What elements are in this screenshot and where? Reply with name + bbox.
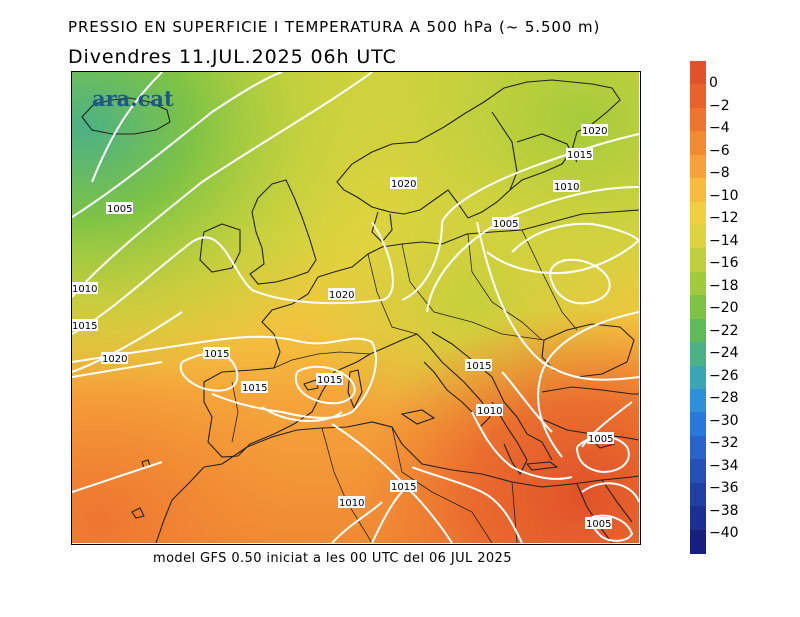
coastlines [81,79,639,543]
scale-label: −18 [709,277,739,294]
scale-label: −24 [709,345,739,361]
scale-swatch [690,318,706,343]
scale-label: −22 [709,322,739,339]
scale-label: −38 [709,502,739,519]
scale-label: −12 [709,210,739,226]
isobar-label: 1020 [582,126,607,137]
isobar-label: 1015 [466,361,491,372]
scale-swatch [690,412,706,437]
scale-swatch [690,225,706,250]
isobar-label: 1005 [107,204,132,215]
scale-label: −26 [709,367,739,384]
scale-swatch [690,84,706,109]
scale-swatch [690,482,706,507]
scale-swatch [690,342,706,367]
map-canvas: 1020 1015 1010 1005 1020 1005 1010 1015 … [72,72,639,543]
scale-swatch [690,178,706,203]
isobar-label: 1015 [72,321,97,332]
scale-swatch [690,131,706,156]
isobar-label: 1020 [102,354,127,365]
scale-label: −28 [709,390,739,406]
scale-swatch [690,506,706,531]
isobar-label: 1010 [554,182,579,193]
isobar-labels: 1020 1015 1010 1005 1020 1005 1010 1015 … [72,124,614,530]
scale-label: −32 [709,435,739,451]
scale-label: −16 [709,255,739,271]
scale-label: −10 [709,187,739,204]
scale-label: −2 [709,97,730,114]
isobar-label: 1015 [242,383,267,394]
scale-swatch [690,154,706,179]
isobar-label: 1015 [204,349,229,360]
scale-swatch [690,389,706,414]
scale-swatch [690,201,706,226]
ara-cat-logo[interactable]: ara.cat [92,86,174,111]
isobar-label: 1015 [391,482,416,493]
scale-swatch [690,459,706,484]
isobar-label: 1005 [588,434,613,445]
isobar-label: 1005 [493,219,518,230]
scale-swatch [690,529,706,554]
map-date: Divendres 11.JUL.2025 06h UTC [68,46,397,68]
temperature-color-scale [690,61,706,554]
scale-label: −6 [709,142,730,159]
scale-swatch [690,107,706,132]
scale-swatch [690,248,706,273]
scale-swatch [690,61,706,86]
isobar-label: 1005 [586,519,611,530]
isobar-label: 1010 [339,498,364,509]
scale-label: −34 [709,457,739,474]
isobar-label: 1020 [391,179,416,190]
scale-label: −4 [709,120,730,136]
isobars [72,72,639,543]
map-title: PRESSIO EN SUPERFICIE I TEMPERATURA A 50… [68,18,601,36]
scale-label: −8 [709,165,730,181]
scale-label: −40 [709,525,739,541]
isobar-label: 1015 [317,375,342,386]
isobar-label: 1015 [567,150,592,161]
scale-label: 0 [709,75,718,91]
isobar-label: 1020 [329,290,354,301]
scale-label: −36 [709,480,739,496]
scale-swatch [690,365,706,390]
scale-swatch [690,295,706,320]
scale-label: −20 [709,300,739,316]
isobar-label: 1010 [477,406,502,417]
scale-label: −14 [709,232,739,249]
scale-swatch [690,271,706,296]
isobar-label: 1010 [72,284,97,295]
scale-swatch [690,435,706,460]
weather-map: 1020 1015 1010 1005 1020 1005 1010 1015 … [71,71,641,545]
model-caption: model GFS 0.50 iniciat a les 00 UTC del … [153,551,512,566]
scale-label: −30 [709,412,739,429]
